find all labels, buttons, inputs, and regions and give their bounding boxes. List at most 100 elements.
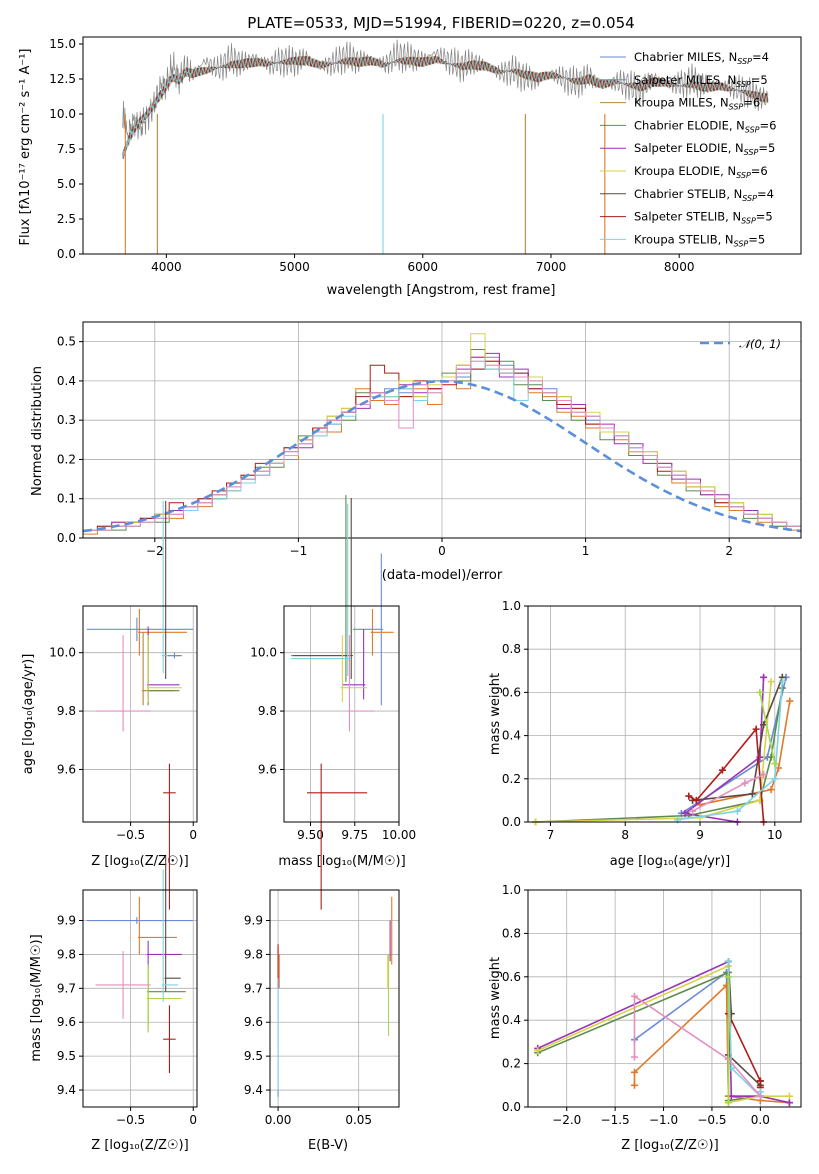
errorbar-point: [95, 951, 151, 1019]
y-tick-label: 9.5: [244, 1049, 263, 1063]
axes-frame: [283, 605, 400, 823]
weight-z-xlabel: Z [log₁₀(Z/Z☉)]: [621, 1138, 718, 1153]
x-tick-label: 0: [189, 1113, 197, 1127]
weight-marker: [630, 1053, 638, 1061]
weight-series-line: [683, 677, 765, 823]
x-tick-label: −2: [146, 544, 164, 558]
errorbar-point: [291, 503, 350, 677]
x-tick-label: 7: [547, 828, 555, 842]
residuals-panel: −2 −1 0 1 2 0.0 0.1 0.2 0.3 0.4 0.5 𝒩(0, 1): [57, 321, 802, 558]
mass-vs-z-panel: −0.5 0 9.4 9.5 9.6 9.7 9.8 9.9: [57, 856, 198, 1127]
spectrum-model-line: [122, 55, 769, 158]
legend-label: Kroupa MILES, NSSP=6: [634, 96, 760, 112]
axes-frame: [527, 605, 802, 823]
y-tick-label: 0.3: [57, 413, 76, 427]
y-tick-label: 9.6: [57, 1015, 76, 1029]
errorbar-point: [146, 940, 182, 968]
weight-age-ylabel: mass weight: [488, 673, 503, 755]
x-tick-label: −1: [290, 544, 308, 558]
y-tick-label: 0.8: [502, 926, 521, 940]
weight-marker: [741, 779, 749, 787]
axes-frame: [527, 889, 802, 1108]
y-tick-label: 7.5: [57, 142, 76, 156]
errorbar-point: [163, 1005, 176, 1074]
axes-frame: [82, 321, 802, 539]
x-tick-label: −0.5: [116, 1113, 145, 1127]
y-tick-label: 0.2: [502, 772, 521, 786]
y-tick-label: 0.1: [57, 492, 76, 506]
x-tick-label: 9.50: [297, 828, 324, 842]
x-tick-label: 0.00: [265, 1113, 292, 1127]
legend-label: Chabrier MILES, NSSP=4: [634, 50, 769, 66]
legend-label: Kroupa STELIB, NSSP=5: [634, 232, 765, 248]
errorbar-point: [340, 635, 368, 703]
x-tick-label: 0.05: [345, 1113, 372, 1127]
y-tick-label: 0.2: [502, 1057, 521, 1071]
x-tick-label: 10: [767, 828, 782, 842]
x-tick-label: 6000: [407, 260, 438, 274]
residuals-plot-area: [83, 333, 801, 535]
weight-marker: [534, 1047, 542, 1055]
y-tick-label: 0.5: [57, 335, 76, 349]
weight-marker: [752, 725, 760, 733]
weight-marker: [718, 766, 726, 774]
age-vs-z-panel: −0.5 0 9.6 9.8 10.0: [49, 500, 198, 910]
y-tick-label: 0.0: [502, 1100, 521, 1114]
residuals-xlabel: (data-model)/error: [382, 568, 503, 583]
weight-marker: [767, 678, 775, 686]
weight-marker: [681, 809, 689, 817]
errorbar-point: [138, 896, 177, 955]
y-tick-label: 9.7: [244, 981, 263, 995]
weight-marker: [756, 753, 764, 761]
y-tick-label: 9.6: [57, 762, 76, 776]
weight-marker: [692, 796, 700, 804]
x-tick-label: 9.75: [341, 828, 368, 842]
mass-z-ylabel: mass [log₁₀(M/M☉)]: [29, 934, 44, 1061]
weight-marker: [630, 992, 638, 1000]
age-z-xlabel: Z [log₁₀(Z/Z☉)]: [91, 854, 188, 869]
errorbar-point: [95, 635, 151, 732]
weight-marker: [767, 786, 775, 794]
residuals-ylabel: Normed distribution: [30, 366, 45, 496]
weight-marker: [748, 790, 756, 798]
y-tick-label: 9.8: [258, 704, 277, 718]
spectrum-plot-area: [122, 39, 769, 254]
weight-marker: [771, 775, 779, 783]
weight-vs-age-panel: 7 8 9 10 0.0 0.2 0.4 0.6 0.8 1.0: [502, 599, 802, 842]
y-tick-label: 0.4: [502, 1013, 521, 1027]
weight-marker: [771, 760, 779, 768]
weight-marker: [756, 1077, 764, 1085]
weight-marker: [786, 697, 794, 705]
weight-marker: [724, 1099, 732, 1107]
y-tick-label: 10.0: [49, 646, 76, 660]
spectrum-xlabel: wavelength [Angstrom, rest frame]: [327, 283, 556, 298]
weight-marker: [685, 792, 693, 800]
mass-ebv-xlabel: E(B-V): [308, 1138, 348, 1153]
weight-marker: [724, 958, 732, 966]
x-tick-label: 8: [621, 828, 629, 842]
y-tick-label: 0.6: [502, 970, 521, 984]
age-vs-mass-panel: 9.50 9.75 10.00 9.6 9.8 10.0: [250, 495, 416, 910]
histogram-series: [83, 360, 801, 531]
y-tick-label: 9.6: [244, 1015, 263, 1029]
y-tick-label: 5.0: [57, 177, 76, 191]
errorbar-point: [161, 869, 179, 1002]
errorbar-point: [307, 763, 368, 910]
y-tick-label: 9.8: [57, 947, 76, 961]
weight-marker: [733, 807, 741, 815]
weight-marker: [724, 973, 732, 981]
x-tick-label: 2: [725, 544, 733, 558]
axes-frame: [82, 889, 198, 1108]
spectrum-ylabel: Flux [fλ10⁻¹⁷ erg cm⁻² s⁻¹ A⁻¹]: [18, 49, 33, 246]
axes-frame: [269, 889, 400, 1108]
weight-series-line: [759, 692, 776, 764]
y-tick-label: 9.6: [258, 762, 277, 776]
legend-label: Salpeter ELODIE, NSSP=5: [634, 141, 775, 157]
errorbar-point: [163, 763, 176, 910]
weight-marker: [760, 770, 768, 778]
x-tick-label: 0.0: [751, 1113, 770, 1127]
spectrum-panel: 4000 5000 6000 7000 8000 0.0 2.5 5.0 7.5 10.0 12.5…: [49, 36, 802, 274]
y-tick-label: 10.0: [250, 646, 277, 660]
x-tick-label: −1.5: [601, 1113, 630, 1127]
